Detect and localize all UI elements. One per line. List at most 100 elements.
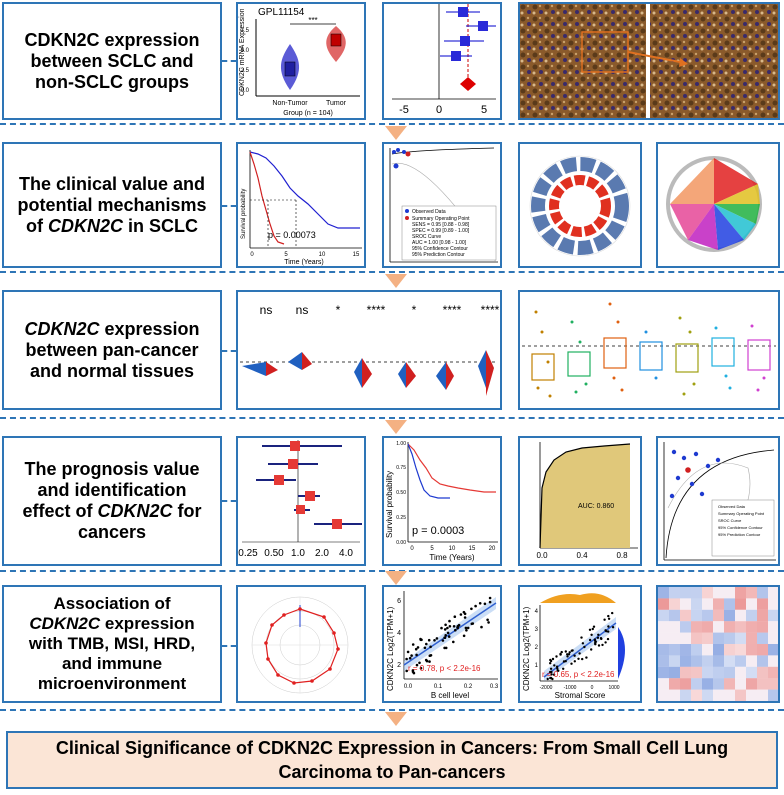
violin-xlabel: Group (n = 104) — [283, 110, 333, 117]
heatmap-cell — [746, 655, 757, 667]
pancancer-boxplot — [522, 302, 776, 398]
roc-auc-label: AUC: 0.860 — [578, 503, 614, 510]
scatter2-point — [555, 665, 559, 668]
sroc-point — [392, 150, 396, 154]
scatter2-point — [567, 653, 571, 656]
scatter1-point — [474, 604, 477, 608]
km2-xtick: 20 — [489, 546, 496, 552]
heatmap-cell — [702, 632, 713, 644]
row-1-line-2: between SCLC and — [30, 50, 194, 71]
scatter1-point — [470, 622, 474, 626]
row-2-line-2: potential mechanisms — [17, 194, 207, 215]
sroc-legend: SROC Curve — [412, 234, 441, 240]
scatter1-point — [446, 631, 450, 635]
heatmap-cell — [669, 621, 680, 633]
scatter2-point — [559, 653, 562, 656]
forest1-xtick: 5 — [481, 104, 487, 116]
scatter1-point — [428, 654, 432, 657]
heatmap-cell — [757, 666, 768, 679]
heatmap-cell — [669, 666, 680, 679]
heatmap-cell — [746, 587, 757, 599]
heatmap-cell — [757, 632, 768, 644]
sroc2-point — [705, 463, 711, 469]
row-4-title: The prognosis value and identification e… — [16, 459, 207, 543]
heatmap-cell — [735, 655, 746, 667]
km1-xtick: 10 — [319, 252, 326, 258]
row-box-1: CDKN2C expression between SCLC and non-S… — [2, 2, 222, 120]
heatmap-cell — [757, 621, 768, 633]
roc-line — [539, 443, 631, 549]
heatmap-cell — [768, 598, 778, 610]
down-arrow-5 — [385, 712, 407, 726]
km1-ylabel: Survival probability — [241, 189, 247, 239]
split-violin — [302, 352, 312, 370]
heatmap-cell — [724, 609, 735, 622]
km2-ytick: 0.25 — [396, 515, 406, 521]
scatter2-point — [606, 637, 610, 641]
scatter2-point — [573, 654, 576, 657]
conclusion-text: Clinical Significance of CDKN2C Expressi… — [55, 738, 729, 782]
heatmap-cell — [724, 644, 735, 656]
heatmap-cell — [768, 644, 778, 656]
sroc2-legend: Observed Data — [718, 504, 746, 509]
heatmap-cell — [746, 609, 757, 622]
row-3-line-2: between pan-cancer — [25, 339, 199, 360]
scatter2-ytick: 4 — [535, 609, 539, 615]
scatter1-point — [448, 625, 452, 628]
row-box-4: The prognosis value and identification e… — [2, 436, 222, 566]
scatter2-point — [581, 657, 584, 661]
forest-plot-2-panel: 0.25 0.50 1.0 2.0 4.0 — [236, 436, 366, 566]
heatmap-cell — [713, 621, 724, 633]
forest2-point — [332, 519, 342, 529]
radar-point — [264, 641, 268, 645]
scatter1-point — [424, 658, 428, 662]
roc-curve-panel: AUC: 0.860 0.0 0.4 0.8 — [518, 436, 642, 566]
row-3-line-3: and normal tissues — [29, 360, 195, 381]
forest-plot-1-panel: -5 0 5 — [382, 2, 502, 120]
heatmap-cell — [680, 644, 691, 656]
heatmap-cell — [658, 666, 669, 679]
heatmap-cell — [691, 632, 702, 644]
km2-curve-low — [407, 443, 496, 493]
pancancer-split-violin: ns ns * **** * **** **** — [240, 303, 500, 396]
heatmap-cell — [691, 689, 702, 701]
heatmap-cell — [691, 598, 702, 610]
scatter-plot-2-panel: CDKN2C Log2(TPM+1) 1 2 3 4 r = 0.65, p <… — [518, 585, 642, 703]
scatter1-point — [448, 619, 451, 623]
split-violin — [242, 362, 266, 376]
heatmap-cell — [735, 632, 746, 644]
scatter2-ytick: 3 — [535, 627, 539, 633]
scatter2-point — [566, 655, 569, 658]
scatter2-point — [552, 673, 556, 676]
km2-curve-high — [407, 443, 450, 499]
row-4-line-3: effect of CDKN2C for — [22, 501, 202, 521]
forest2-xtick: 2.0 — [315, 548, 329, 559]
forest-point — [478, 21, 488, 31]
sroc-point — [393, 163, 399, 169]
heatmap-cell — [746, 621, 757, 633]
pancancer-sig: * — [336, 303, 341, 317]
go-circle-panel — [518, 142, 642, 268]
row-5-line-3: with TMB, MSI, HRD, — [28, 634, 196, 653]
split-violin — [398, 362, 406, 388]
connector — [222, 645, 236, 647]
scatter2-point — [578, 652, 581, 655]
scatter1-point — [408, 656, 412, 660]
heatmap-cell — [768, 621, 778, 633]
scatter1-point — [465, 629, 468, 632]
violin-significance: *** — [308, 16, 317, 25]
row-5-line-4: and immune — [61, 654, 163, 673]
scatter2-point — [607, 617, 611, 620]
scatter2-point — [603, 618, 606, 621]
scatter2-point — [593, 638, 597, 641]
roc-xtick: 0.0 — [536, 551, 548, 560]
scatter2-xtick: 1000 — [608, 685, 619, 691]
heatmap-cell — [658, 644, 669, 656]
row-box-3: CDKN2C expression between pan-cancer and… — [2, 290, 222, 410]
scatter2-point — [577, 657, 580, 660]
heatmap-cell — [768, 655, 778, 667]
heatmap-cell — [658, 587, 669, 599]
scatter2-ytick: 2 — [535, 645, 539, 651]
radar-point — [298, 607, 302, 611]
sroc-legend: Summary Operating Point — [412, 216, 470, 222]
